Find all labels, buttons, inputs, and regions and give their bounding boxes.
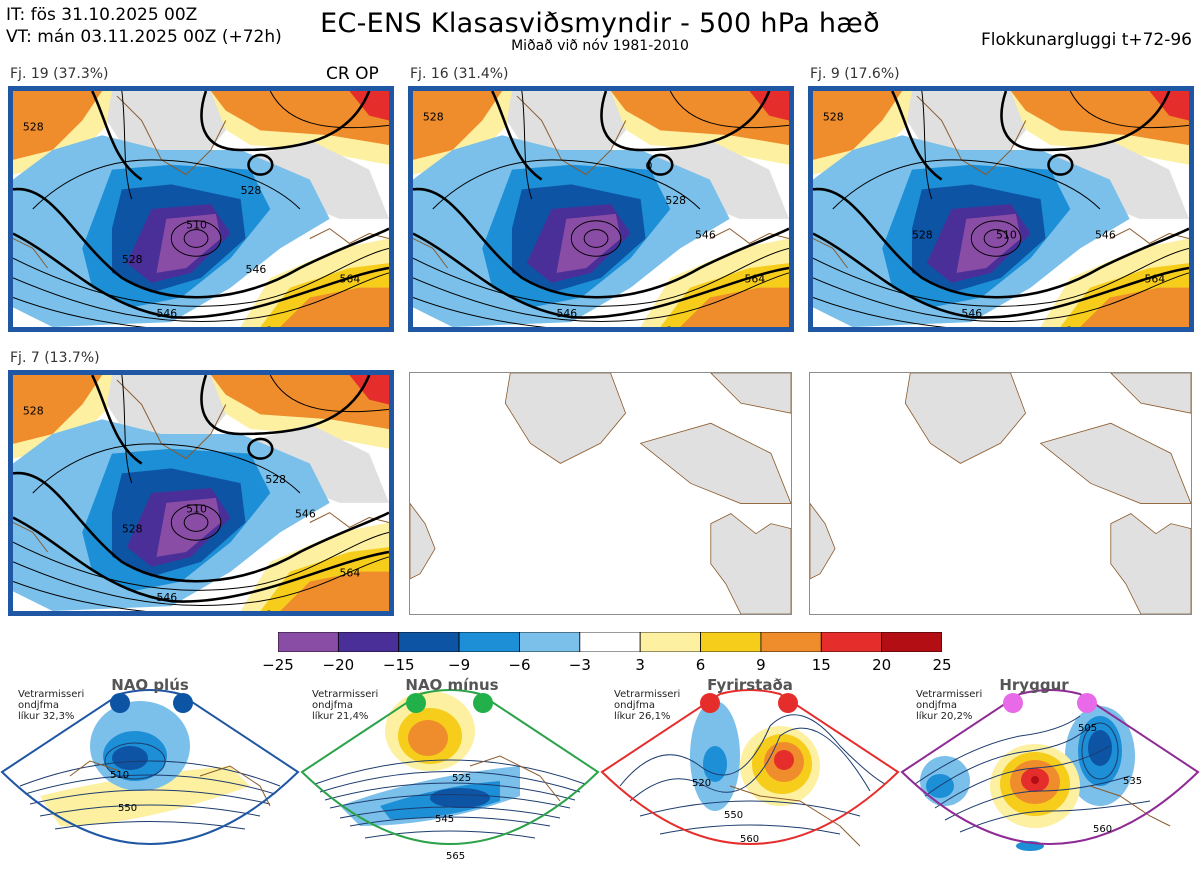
valid-time: VT: mán 03.11.2025 00Z (+72h) (6, 27, 282, 47)
colorbar-swatches (277, 631, 943, 653)
panel-1-label: Fj. 19 (37.3%) (10, 66, 109, 82)
contour-label: 510 (186, 503, 207, 516)
contour-label: 520 (692, 778, 711, 789)
colorbar-swatch (519, 631, 581, 653)
contour-label: 546 (1095, 229, 1116, 242)
colorbar-swatch (760, 631, 822, 653)
panel-3-label: Fj. 9 (17.6%) (810, 66, 900, 82)
window-label: Flokkunargluggi t+72-96 (980, 30, 1192, 50)
contour-label: 564 (340, 273, 361, 286)
contour-label: 560 (1093, 824, 1112, 835)
contour-label: 546 (556, 307, 577, 320)
regime-nao-plus: Vetrarmisseri ondjfma líkur 32,3% NAO plús… (0, 676, 300, 871)
colorbar-swatch (398, 631, 460, 653)
colorbar-tick-label: 25 (932, 656, 952, 674)
empty-map-1 (409, 372, 792, 615)
contour-label: 528 (23, 404, 44, 417)
header-info: IT: fös 31.10.2025 00Z VT: mán 03.11.202… (6, 4, 282, 48)
colorbar-tick-label: −9 (448, 656, 471, 674)
contour-label: 546 (961, 307, 982, 320)
colorbar-tick-label: −25 (262, 656, 294, 674)
colorbar-swatch (820, 631, 883, 653)
initial-time: IT: fös 31.10.2025 00Z (6, 5, 198, 25)
colorbar-swatch (639, 631, 701, 653)
colorbar-tick-label: 9 (756, 656, 766, 674)
contour-label: 525 (452, 773, 471, 784)
contour-label: 528 (122, 522, 143, 535)
colorbar-swatch (579, 631, 641, 653)
page-title: EC-ENS Klasasviðsmyndir - 500 hPa hæð (320, 8, 880, 39)
contour-label: 510 (186, 219, 207, 232)
contour-label: 510 (996, 229, 1017, 242)
cluster-map-4: 528 528 510 546 528 546 564 (8, 370, 394, 616)
colorbar-tick-label: 15 (811, 656, 831, 674)
contour-label: 564 (1144, 273, 1165, 286)
colorbar-tick-label: −15 (382, 656, 415, 674)
cluster-map-2: 528 0 528 546 564 546 (408, 86, 794, 332)
regime-info: Vetrarmisseri ondjfma líkur 21,4% (312, 689, 379, 722)
colorbar-swatch (277, 631, 339, 653)
colorbar-swatch (458, 631, 520, 653)
colorbar (277, 631, 943, 653)
panel-1-tag: CR OP (326, 64, 379, 84)
contour-label: 528 (241, 184, 262, 197)
contour-label: 564 (744, 273, 765, 286)
regime-ridge: Vetrarmisseri ondjfma líkur 20,2% Hryggur … (900, 676, 1200, 871)
regime-nao-minus: Vetrarmisseri ondjfma líkur 21,4% NAO mínu… (300, 676, 600, 871)
contour-label: 528 (665, 194, 686, 207)
contour-label: 546 (246, 263, 267, 276)
colorbar-swatch (337, 631, 400, 653)
cluster-map-3: 528 510 528 546 546 564 (808, 86, 1194, 332)
regime-title: Fyrirstaða (707, 676, 793, 694)
contour-label: 546 (156, 591, 177, 604)
empty-map-2 (809, 372, 1192, 615)
regime-title: Hryggur (999, 676, 1069, 694)
contour-label: 565 (446, 851, 465, 862)
contour-label: 528 (423, 111, 444, 124)
regime-info: Vetrarmisseri ondjfma líkur 32,3% (18, 689, 85, 722)
contour-label: 546 (695, 229, 716, 242)
contour-label: 550 (724, 810, 743, 821)
contour-label: 0 (646, 160, 653, 173)
colorbar-tick-label: −6 (508, 656, 531, 674)
regime-title: NAO plús (111, 676, 189, 694)
regime-info: Vetrarmisseri ondjfma líkur 26,1% (614, 689, 681, 722)
contour-label: 535 (1123, 776, 1142, 787)
contour-label: 528 (912, 229, 933, 242)
contour-label: 545 (435, 814, 454, 825)
contour-label: 550 (118, 803, 137, 814)
panel-2-label: Fj. 16 (31.4%) (410, 66, 509, 82)
colorbar-tick-label: 3 (635, 656, 645, 674)
contour-label: 510 (110, 770, 129, 781)
colorbar-swatch (881, 631, 943, 653)
cluster-map-1: 528 528 510 546 528 546 564 (8, 86, 394, 332)
contour-label: 505 (1078, 723, 1097, 734)
colorbar-tick-label: 20 (872, 656, 892, 674)
contour-label: 528 (23, 120, 44, 133)
panel-4-label: Fj. 7 (13.7%) (10, 350, 100, 366)
regime-blocking: Vetrarmisseri ondjfma líkur 26,1% Fyrirsta… (600, 676, 900, 871)
colorbar-swatch (700, 631, 762, 653)
regime-info: Vetrarmisseri ondjfma líkur 20,2% (916, 689, 983, 722)
contour-label: 564 (340, 567, 361, 580)
regime-title: NAO mínus (405, 676, 499, 694)
contour-label: 528 (823, 111, 844, 124)
colorbar-tick-label: −3 (568, 656, 591, 674)
contour-label: 546 (295, 508, 316, 521)
contour-label: 546 (156, 307, 177, 320)
contour-label: 528 (265, 473, 286, 486)
colorbar-tick-label: 6 (695, 656, 706, 674)
contour-label: 528 (122, 253, 143, 266)
contour-label: 560 (740, 834, 759, 845)
page-subtitle: Miðað við nóv 1981-2010 (511, 38, 689, 54)
colorbar-tick-label: −20 (322, 656, 355, 674)
